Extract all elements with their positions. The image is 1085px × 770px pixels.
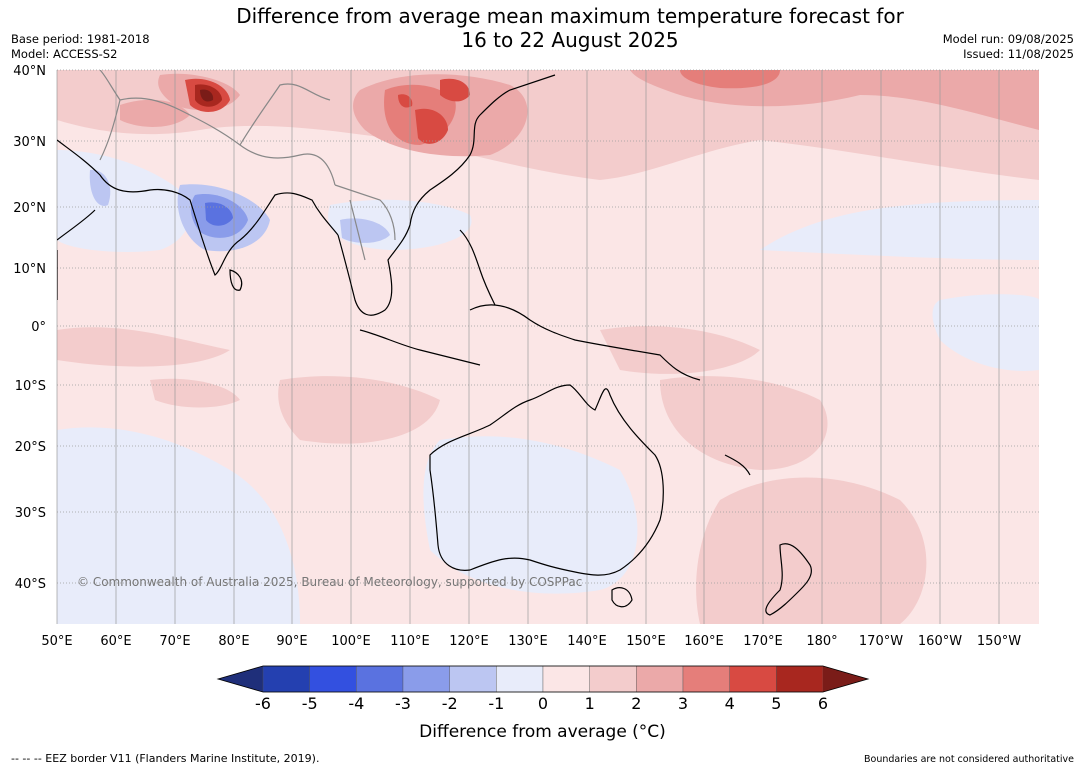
colorbar-swatch (262, 665, 310, 693)
lat-label: 10°S (15, 379, 46, 394)
title-line-2: 16 to 22 August 2025 (461, 28, 679, 52)
lon-label: 140°E (567, 634, 607, 649)
colorbar-tick-label: -1 (488, 694, 504, 713)
colorbar-swatch (449, 665, 497, 693)
lon-label: 160°E (684, 634, 724, 649)
copyright-notice: © Commonwealth of Australia 2025, Bureau… (77, 575, 583, 589)
colorbar-tick-label: 2 (631, 694, 641, 713)
anomaly-field (57, 70, 1039, 624)
lon-label: 160°W (918, 634, 962, 649)
colorbar-tick-label: 4 (725, 694, 735, 713)
lon-label: 120°E (449, 634, 489, 649)
colorbar-swatch (356, 665, 404, 693)
colorbar-swatch (729, 665, 777, 693)
lon-label: 170°W (859, 634, 903, 649)
colorbar-tick-label: 0 (538, 694, 548, 713)
colorbar-tick-label: -2 (442, 694, 458, 713)
lon-label: 80°E (218, 634, 249, 649)
lon-label: 110°E (390, 634, 430, 649)
colorbar-tick-label: -6 (255, 694, 271, 713)
colorbar-swatch (309, 665, 357, 693)
colorbar-ticks: -6 -5 -4 -3 -2 -1 0 1 2 3 4 5 6 (255, 694, 828, 713)
lat-label: 20°N (13, 201, 46, 216)
lon-label: 170°E (743, 634, 783, 649)
coastlines (57, 74, 812, 616)
country-borders (99, 70, 396, 261)
longitude-labels: 50°E 60°E 70°E 80°E 90°E 100°E 110°E 120… (41, 634, 1021, 649)
title-line-1: Difference from average mean maximum tem… (236, 4, 904, 28)
colorbar-tick-label: 5 (771, 694, 781, 713)
lon-label: 130°E (508, 634, 548, 649)
colorbar-tick-label: 1 (585, 694, 595, 713)
colorbar-arrow-high (823, 666, 868, 692)
colorbar-tick-label: -4 (348, 694, 364, 713)
temperature-anomaly-map: 40°N 30°N 20°N 10°N 0° 10°S 20°S 30°S 40… (13, 64, 1039, 649)
colorbar-swatch (402, 665, 450, 693)
latitude-labels: 40°N 30°N 20°N 10°N 0° 10°S 20°S 30°S 40… (13, 64, 46, 592)
colorbar-tick-label: 6 (818, 694, 828, 713)
lat-label: 30°S (15, 506, 46, 521)
colorbar-swatch (589, 665, 637, 693)
colorbar-label: Difference from average (°C) (419, 722, 666, 742)
boundaries-disclaimer: Boundaries are not considered authoritat… (864, 754, 1074, 765)
chart-title: Difference from average mean maximum tem… (0, 4, 1085, 52)
lon-label: 180° (806, 634, 837, 649)
meta-left: Base period: 1981-2018 Model: ACCESS-S2 (11, 32, 150, 62)
colorbar-swatch (496, 665, 544, 693)
colorbar-arrow-low (218, 666, 263, 692)
lon-label: 70°E (159, 634, 190, 649)
lat-label: 40°N (13, 64, 46, 79)
colorbar-tick-label: -3 (395, 694, 411, 713)
colorbar-tick-label: 3 (678, 694, 688, 713)
eez-border-note: -- -- -- EEZ border V11 (Flanders Marine… (11, 752, 320, 765)
lon-label: 50°E (41, 634, 72, 649)
colorbar-swatch (542, 665, 590, 693)
model-run: Model run: 09/08/2025 (942, 32, 1074, 46)
lon-label: 90°E (276, 634, 307, 649)
lat-label: 20°S (15, 440, 46, 455)
lat-label: 10°N (13, 262, 46, 277)
colorbar-swatches (216, 665, 870, 693)
colorbar-outline (216, 665, 870, 693)
lon-label: 60°E (100, 634, 131, 649)
lon-label: 100°E (331, 634, 371, 649)
issued-date: Issued: 11/08/2025 (963, 47, 1074, 61)
colorbar-tick-label: -5 (302, 694, 318, 713)
colorbar-swatch (682, 665, 730, 693)
colorbar-swatch (636, 665, 684, 693)
meta-right: Model run: 09/08/2025 Issued: 11/08/2025 (943, 32, 1074, 62)
lat-label: 0° (31, 320, 46, 335)
model-name: Model: ACCESS-S2 (11, 47, 118, 61)
lon-label: 150°W (977, 634, 1021, 649)
lat-label: 40°S (15, 577, 46, 592)
lat-label: 30°N (13, 135, 46, 150)
lon-label: 150°E (626, 634, 666, 649)
base-period: Base period: 1981-2018 (11, 32, 150, 46)
colorbar-swatch (776, 665, 824, 693)
